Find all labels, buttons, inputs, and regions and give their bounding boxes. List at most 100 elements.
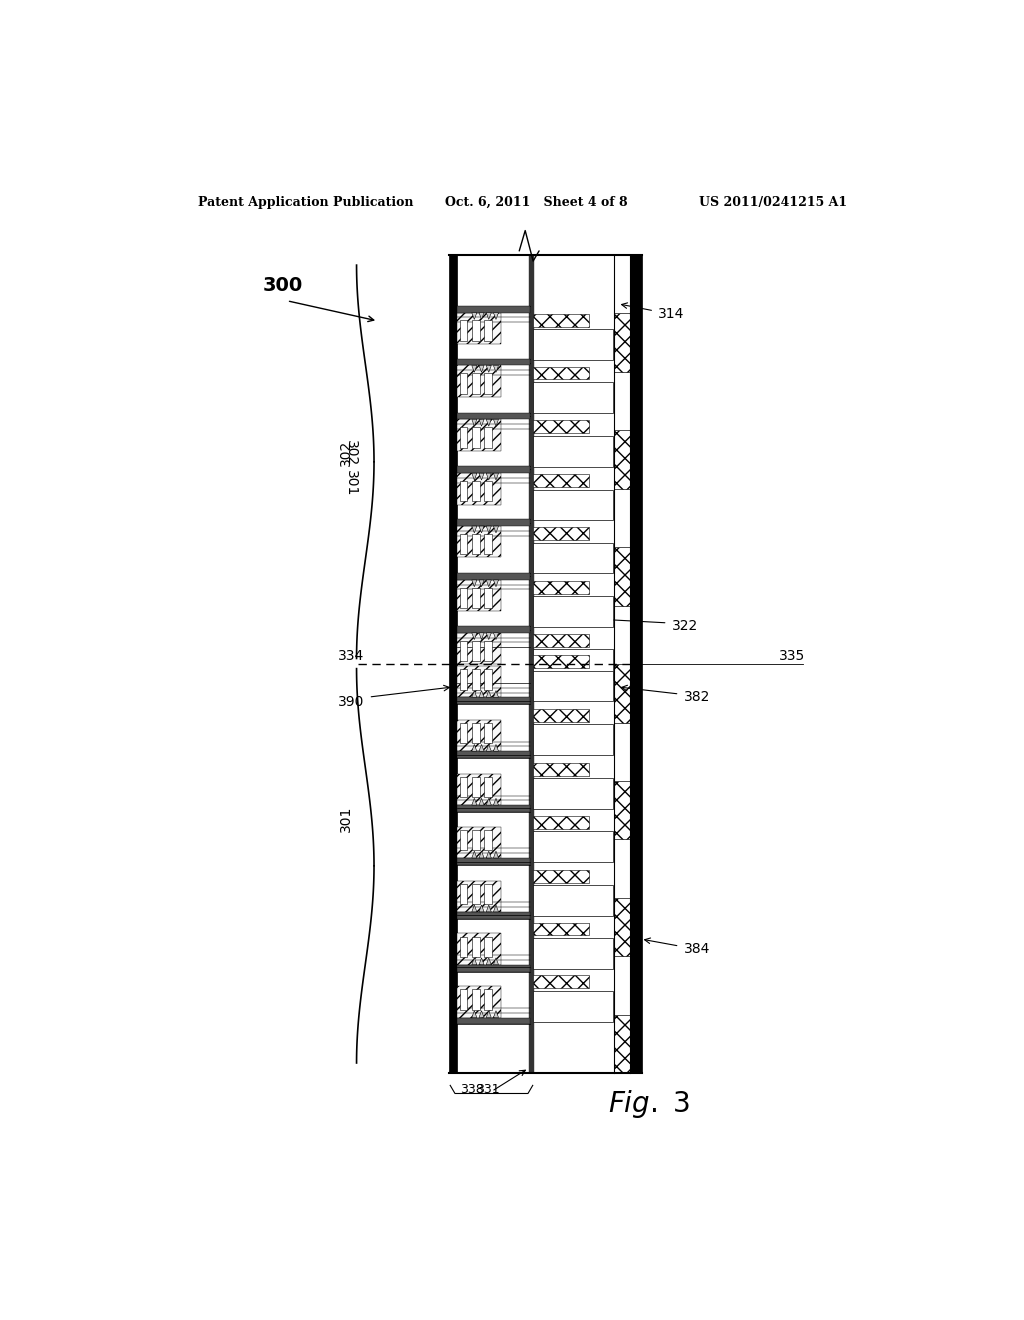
Polygon shape: [486, 366, 492, 372]
Bar: [532, 975, 589, 989]
Text: 331: 331: [476, 1084, 500, 1097]
Bar: [460, 640, 467, 661]
Bar: [532, 886, 613, 916]
Bar: [460, 990, 467, 1010]
Bar: [458, 880, 501, 912]
Polygon shape: [479, 851, 484, 858]
Bar: [614, 956, 630, 1015]
Bar: [458, 626, 529, 632]
Bar: [458, 808, 529, 865]
Bar: [532, 763, 589, 776]
Bar: [460, 669, 467, 689]
Bar: [472, 777, 479, 797]
Polygon shape: [486, 958, 492, 965]
Polygon shape: [479, 473, 484, 480]
Polygon shape: [494, 366, 499, 372]
Polygon shape: [479, 632, 484, 640]
Polygon shape: [479, 958, 484, 965]
Bar: [614, 1015, 630, 1073]
Text: US 2011/0241215 A1: US 2011/0241215 A1: [699, 195, 848, 209]
Text: 382: 382: [684, 690, 710, 704]
Bar: [460, 936, 467, 957]
Polygon shape: [472, 579, 477, 587]
Bar: [614, 372, 630, 430]
Text: 384: 384: [684, 942, 710, 956]
Polygon shape: [486, 420, 492, 426]
Polygon shape: [472, 313, 477, 319]
Bar: [458, 519, 529, 527]
Bar: [458, 306, 529, 313]
Bar: [458, 667, 501, 697]
Polygon shape: [486, 313, 492, 319]
Bar: [458, 826, 501, 858]
Polygon shape: [494, 632, 499, 640]
Polygon shape: [494, 906, 499, 912]
Text: 301: 301: [339, 807, 353, 832]
Bar: [458, 573, 529, 630]
Bar: [458, 413, 529, 470]
Bar: [614, 664, 630, 722]
Bar: [458, 986, 501, 1018]
Text: 338: 338: [460, 1084, 483, 1097]
Bar: [532, 923, 589, 936]
Bar: [532, 671, 613, 701]
Bar: [532, 329, 613, 360]
Bar: [484, 321, 492, 341]
Bar: [484, 533, 492, 554]
Polygon shape: [472, 420, 477, 426]
Bar: [532, 436, 613, 466]
Polygon shape: [479, 799, 484, 805]
Bar: [614, 898, 630, 956]
Bar: [614, 840, 630, 898]
Bar: [458, 751, 529, 758]
Bar: [532, 381, 613, 413]
Bar: [484, 428, 492, 447]
Polygon shape: [472, 690, 477, 697]
Bar: [458, 774, 501, 805]
Bar: [614, 781, 630, 840]
Bar: [614, 548, 630, 606]
Polygon shape: [494, 1011, 499, 1018]
Polygon shape: [479, 420, 484, 426]
Bar: [458, 1018, 529, 1024]
Polygon shape: [486, 632, 492, 640]
Polygon shape: [486, 690, 492, 697]
Polygon shape: [479, 744, 484, 751]
Bar: [614, 313, 630, 372]
Bar: [532, 816, 589, 829]
Bar: [458, 862, 529, 919]
Bar: [458, 858, 529, 865]
Bar: [458, 359, 529, 366]
Bar: [458, 912, 529, 919]
Bar: [484, 374, 492, 393]
Text: 301: 301: [344, 470, 357, 496]
Bar: [458, 466, 529, 473]
Bar: [460, 374, 467, 393]
Bar: [472, 640, 479, 661]
Polygon shape: [472, 366, 477, 372]
Polygon shape: [486, 473, 492, 480]
Bar: [532, 725, 613, 755]
Bar: [532, 314, 589, 326]
Polygon shape: [472, 632, 477, 640]
Text: 302: 302: [339, 440, 353, 466]
Bar: [460, 480, 467, 502]
Text: 390: 390: [338, 696, 365, 709]
Polygon shape: [479, 1011, 484, 1018]
Polygon shape: [494, 473, 499, 480]
Polygon shape: [494, 313, 499, 319]
Bar: [472, 480, 479, 502]
Bar: [532, 939, 613, 969]
Polygon shape: [479, 313, 484, 319]
Text: 314: 314: [658, 308, 684, 321]
Bar: [472, 321, 479, 341]
Bar: [458, 915, 529, 972]
Bar: [460, 321, 467, 341]
Polygon shape: [472, 799, 477, 805]
Polygon shape: [486, 906, 492, 912]
Bar: [484, 480, 492, 502]
Bar: [450, 255, 642, 1073]
Bar: [532, 581, 589, 594]
Bar: [484, 723, 492, 743]
Bar: [484, 830, 492, 850]
